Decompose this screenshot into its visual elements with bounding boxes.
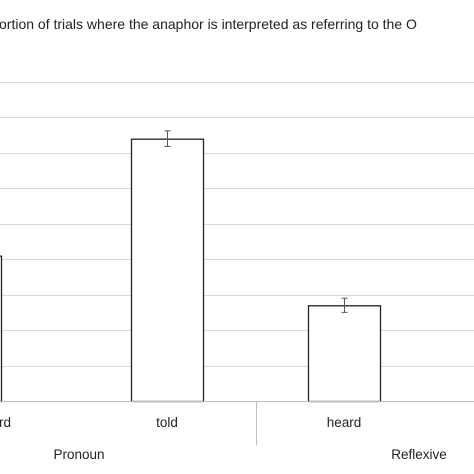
bars	[0, 138, 382, 403]
group-label-pronoun: Pronoun	[53, 447, 104, 462]
group-label-reflexive: Reflexive	[391, 447, 447, 462]
x-tick-labels: rd told heard	[0, 415, 361, 430]
x-tick-label-heard: heard	[327, 415, 362, 430]
bar-heard	[307, 305, 382, 403]
gridlines	[0, 82, 474, 367]
bar-rd	[0, 255, 3, 403]
x-axis	[0, 401, 474, 445]
chart-title: ortion of trials where the anaphor is in…	[0, 16, 417, 32]
bar-told	[130, 138, 205, 403]
error-bars	[164, 130, 348, 313]
x-tick-label-told: told	[156, 415, 178, 430]
group-labels: Pronoun Reflexive	[53, 447, 446, 462]
x-tick-label-rd: rd	[0, 415, 11, 430]
